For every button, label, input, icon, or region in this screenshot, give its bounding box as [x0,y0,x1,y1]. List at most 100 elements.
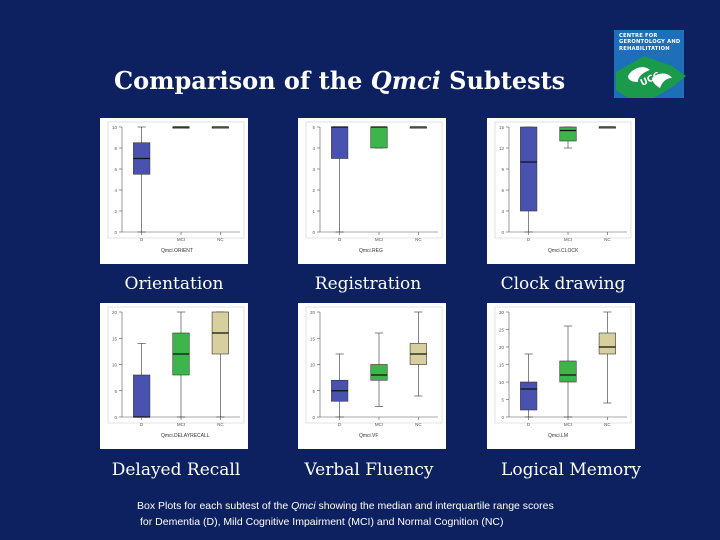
box-mci [370,364,388,381]
x-tick-label: NC [415,422,422,427]
y-tick-label: 0 [114,230,117,235]
logo-emblem-icon: UCC [616,56,686,98]
box-mci [370,126,388,149]
y-tick-label: 15 [499,363,505,368]
x-tick-label: MCI [177,422,185,427]
x-tick-label: NC [604,237,611,242]
y-tick-label: 5 [312,125,315,130]
y-tick-label: 1 [312,209,315,214]
logo-text: CENTRE FOR GERONTOLOGY AND REHABILITATIO… [619,33,683,52]
figure-caption: Box Plots for each subtest of the Qmci s… [137,498,697,530]
y-tick-label: 20 [310,310,316,315]
y-tick-label: 12 [499,146,505,151]
x-tick-label: NC [604,422,611,427]
y-tick-label: 4 [114,188,117,193]
x-axis-label: Qmci.DELAYRECALL [161,433,210,439]
y-tick-label: 25 [499,328,505,333]
x-tick-label: D [527,422,531,427]
label-orientation: Orientation [124,274,224,294]
x-tick-label: D [527,237,531,242]
boxplot-svg: 0 3 6 9 12 15 D MCI NC Qmci.CLOCK [494,121,632,254]
boxplot-registration: 0 1 2 3 4 5 D MCI NC Qmci.REG [298,118,446,264]
boxplot-svg: 0 1 2 3 4 5 D MCI NC Qmci.REG [305,121,443,254]
x-tick-label: NC [217,422,224,427]
x-tick-label: MCI [177,237,185,242]
box-d [520,381,538,411]
caption-line-2: for Dementia (D), Mild Cognitive Impairm… [140,516,504,528]
boxplot-verbal-fluency: 0 5 10 15 20 D MCI NC Qmci.VF [298,303,446,449]
plot-frame [494,306,632,424]
y-tick-label: 20 [112,310,118,315]
x-axis-label: Qmci.ORIENT [161,248,193,254]
label-registration: Registration [314,274,422,294]
y-tick-label: 9 [501,167,504,172]
box-mci [559,360,577,383]
y-tick-label: 8 [114,146,117,151]
x-tick-label: D [338,422,342,427]
y-tick-label: 3 [501,209,504,214]
title-prefix: Comparison of the [114,66,371,95]
y-tick-label: 0 [114,415,117,420]
y-tick-label: 0 [312,415,315,420]
x-axis-label: Qmci.LM [548,433,568,439]
y-tick-label: 0 [501,230,504,235]
label-verbal-fluency: Verbal Fluency [304,460,434,480]
boxplot-svg: 0 5 10 15 20 25 30 D MCI NC Qmci.LM [494,306,632,439]
box-d [331,126,349,159]
x-tick-label: D [140,237,144,242]
box-d [133,374,151,418]
y-tick-label: 0 [312,230,315,235]
x-tick-label: MCI [564,237,572,242]
x-tick-label: MCI [564,422,572,427]
plot-frame [305,306,443,424]
y-tick-label: 10 [310,363,316,368]
logo-line: REHABILITATION [619,45,670,52]
x-axis-label: Qmci.REG [359,248,383,254]
plot-frame [107,121,245,239]
plot-frame [305,121,443,239]
y-tick-label: 2 [114,209,117,214]
x-axis-label: Qmci.CLOCK [548,248,579,254]
boxplot-svg: 0 2 4 6 8 10 D MCI NC Qmci.ORIENT [107,121,245,254]
y-tick-label: 15 [499,125,505,130]
y-tick-label: 10 [499,380,505,385]
y-tick-label: 10 [112,125,118,130]
x-tick-label: NC [415,237,422,242]
caption-line-1: Box Plots for each subtest of the Qmci s… [137,498,697,514]
label-clock-drawing: Clock drawing [500,274,626,294]
x-tick-label: MCI [375,422,383,427]
box-nc [598,332,616,355]
y-tick-label: 6 [501,188,504,193]
boxplot-orientation: 0 2 4 6 8 10 D MCI NC Qmci.ORIENT [100,118,248,264]
plot-frame [494,121,632,239]
boxplot-svg: 0 5 10 15 20 D MCI NC Qmci.DELAYRECALL [107,306,245,439]
logo-line: CENTRE FOR [619,33,658,39]
logo-line: GERONTOLOGY AND [619,39,681,46]
y-tick-label: 5 [312,389,315,394]
y-tick-label: 20 [499,345,505,350]
box-d [520,126,538,212]
y-tick-label: 30 [499,310,505,315]
label-delayed-recall: Delayed Recall [111,460,241,480]
boxplot-logical-memory: 0 5 10 15 20 25 30 D MCI NC Qmci.LM [487,303,635,449]
boxplot-clock-drawing: 0 3 6 9 12 15 D MCI NC Qmci.CLOCK [487,118,635,264]
y-tick-label: 10 [112,363,118,368]
y-tick-label: 4 [312,146,315,151]
x-tick-label: NC [217,237,224,242]
box-mci [559,126,577,142]
y-tick-label: 3 [312,167,315,172]
label-logical-memory: Logical Memory [501,460,641,480]
y-tick-label: 5 [114,389,117,394]
y-tick-label: 15 [112,336,118,341]
y-tick-label: 15 [310,336,316,341]
boxplot-svg: 0 5 10 15 20 D MCI NC Qmci.VF [305,306,443,439]
x-tick-label: D [338,237,342,242]
boxplot-delayed-recall: 0 5 10 15 20 D MCI NC Qmci.DELAYRECALL [100,303,248,449]
x-tick-label: D [140,422,144,427]
y-tick-label: 5 [501,398,504,403]
title-suffix: Subtests [440,66,566,95]
title-qmci: Qmci [370,66,441,95]
y-tick-label: 6 [114,167,117,172]
centre-logo: CENTRE FOR GERONTOLOGY AND REHABILITATIO… [614,30,686,100]
x-axis-label: Qmci.VF [359,433,378,439]
